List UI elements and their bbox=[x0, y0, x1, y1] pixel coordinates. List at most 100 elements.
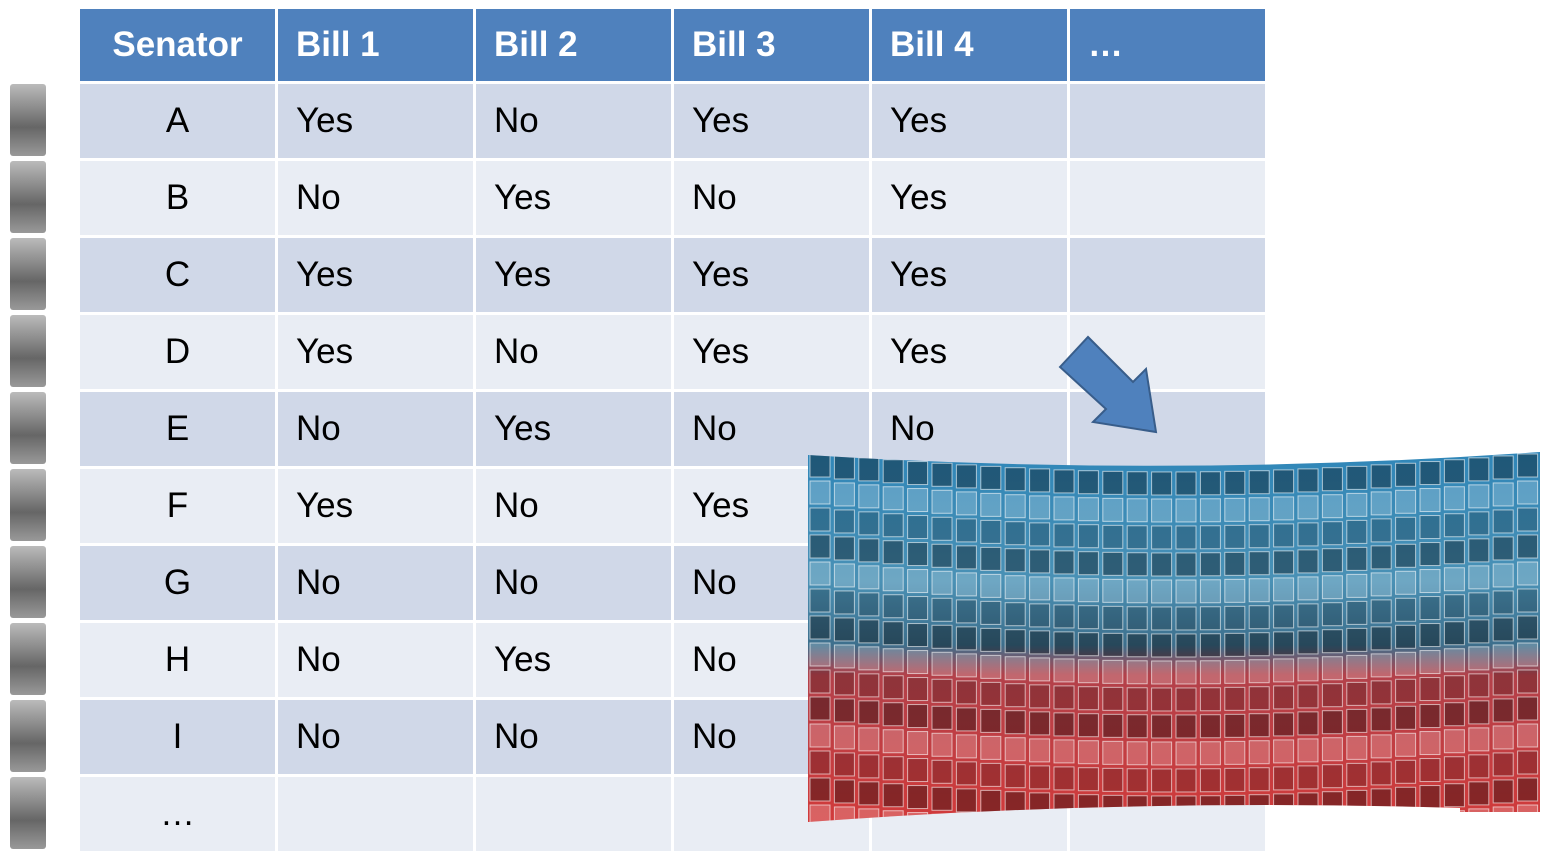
mosaic-tile bbox=[1444, 622, 1464, 645]
mosaic-tile bbox=[1225, 552, 1245, 575]
mosaic-tile bbox=[1054, 767, 1074, 790]
mosaic-tile bbox=[1371, 519, 1391, 542]
mosaic-tile bbox=[1274, 767, 1294, 790]
mosaic-tile bbox=[1030, 793, 1050, 816]
mosaic-tile bbox=[1200, 472, 1220, 495]
mosaic-tile bbox=[1176, 526, 1196, 549]
mosaic-tile bbox=[1078, 633, 1098, 656]
mosaic-tile bbox=[1518, 616, 1538, 639]
mosaic-tile bbox=[956, 519, 976, 542]
mosaic-tile bbox=[932, 571, 952, 594]
mosaic-tile bbox=[1322, 711, 1342, 734]
mosaic-tile bbox=[1078, 471, 1098, 494]
mosaic-tile bbox=[956, 789, 976, 812]
mosaic-tile bbox=[834, 483, 854, 506]
mosaic-tile bbox=[1420, 759, 1440, 782]
mosaic-tile bbox=[1322, 468, 1342, 491]
mosaic-tile bbox=[1444, 730, 1464, 753]
mosaic-tile bbox=[1103, 795, 1123, 818]
mosaic-tile bbox=[1030, 766, 1050, 789]
mosaic-tile bbox=[1078, 741, 1098, 764]
mosaic-tile bbox=[1420, 624, 1440, 647]
mosaic-tile bbox=[1298, 577, 1318, 600]
mosaic-tile bbox=[1444, 514, 1464, 537]
mosaic-tile bbox=[1054, 551, 1074, 574]
mosaic-tile bbox=[908, 462, 928, 485]
mosaic-tile bbox=[1152, 634, 1172, 657]
mosaic-tile bbox=[1322, 765, 1342, 788]
mosaic-tile bbox=[1371, 627, 1391, 650]
mosaic-tile bbox=[1298, 550, 1318, 573]
mosaic-tile bbox=[883, 568, 903, 591]
mosaic-tile bbox=[1347, 736, 1367, 759]
mosaic-tile bbox=[1005, 711, 1025, 734]
mosaic-tile bbox=[1200, 796, 1220, 819]
mosaic-tile bbox=[956, 681, 976, 704]
mosaic-tile bbox=[1103, 525, 1123, 548]
mosaic-tile bbox=[1176, 634, 1196, 657]
mosaic-tile bbox=[1152, 472, 1172, 495]
mosaic-tile bbox=[1298, 766, 1318, 789]
mosaic-tile bbox=[859, 674, 879, 697]
mosaic-tile bbox=[1249, 687, 1269, 710]
mosaic-tile bbox=[1152, 580, 1172, 603]
mosaic-tile bbox=[1298, 820, 1318, 843]
mosaic-tile bbox=[1176, 472, 1196, 495]
mosaic-tile bbox=[883, 595, 903, 618]
mosaic-tile bbox=[1249, 660, 1269, 683]
mosaic-tile bbox=[1005, 495, 1025, 518]
mosaic-tile bbox=[1152, 688, 1172, 711]
mosaic-tile bbox=[956, 600, 976, 623]
mosaic-tile bbox=[1420, 489, 1440, 512]
mosaic-tile bbox=[1225, 498, 1245, 521]
mosaic-tile bbox=[1469, 458, 1489, 481]
mosaic-tile bbox=[1127, 553, 1147, 576]
mosaic-tile bbox=[1249, 525, 1269, 548]
mosaic-tile bbox=[1347, 817, 1367, 840]
mosaic-tile bbox=[1176, 580, 1196, 603]
mosaic-tile bbox=[1469, 593, 1489, 616]
mosaic-tile bbox=[1127, 823, 1147, 846]
mosaic-tile bbox=[1371, 546, 1391, 569]
mosaic-tile bbox=[859, 485, 879, 508]
mosaic-tile bbox=[1298, 658, 1318, 681]
mosaic-tile bbox=[1469, 647, 1489, 670]
mosaic-tile bbox=[1347, 655, 1367, 678]
mosaic-tile bbox=[1225, 471, 1245, 494]
mosaic-tile bbox=[1200, 526, 1220, 549]
mosaic-tile bbox=[1493, 726, 1513, 749]
mosaic-tile bbox=[908, 678, 928, 701]
mosaic-tile bbox=[1322, 657, 1342, 680]
mosaic-tile bbox=[908, 786, 928, 809]
mosaic-tile bbox=[1274, 632, 1294, 655]
mosaic-tile bbox=[810, 751, 830, 774]
mosaic-tile bbox=[908, 570, 928, 593]
mosaic-tile bbox=[1030, 739, 1050, 762]
mosaic-tile bbox=[883, 460, 903, 483]
mosaic-tile bbox=[1444, 676, 1464, 699]
mosaic-tile bbox=[883, 541, 903, 564]
mosaic-tile bbox=[1200, 553, 1220, 576]
mosaic-tile bbox=[1249, 768, 1269, 791]
mosaic-tile bbox=[1127, 472, 1147, 495]
mosaic-tile bbox=[1493, 537, 1513, 560]
mosaic-tile bbox=[1249, 741, 1269, 764]
mosaic-tile bbox=[1005, 792, 1025, 815]
mosaic-tile bbox=[1152, 742, 1172, 765]
mosaic-tile bbox=[1298, 604, 1318, 627]
mosaic-tile bbox=[810, 481, 830, 504]
mosaic-tile bbox=[1005, 819, 1025, 842]
mosaic-tile bbox=[1420, 678, 1440, 701]
mosaic-tile bbox=[1518, 481, 1538, 504]
mosaic-tile bbox=[1103, 660, 1123, 683]
mosaic-tile bbox=[1444, 460, 1464, 483]
mosaic-tile bbox=[883, 730, 903, 753]
mosaic-tile bbox=[859, 809, 879, 832]
mosaic-tile bbox=[1078, 498, 1098, 521]
mosaic-tile bbox=[834, 645, 854, 668]
mosaic-tile bbox=[1005, 738, 1025, 761]
mosaic-tile bbox=[859, 539, 879, 562]
mosaic-tile bbox=[1127, 526, 1147, 549]
mosaic-tile bbox=[1322, 522, 1342, 545]
mosaic-tile bbox=[1469, 701, 1489, 724]
